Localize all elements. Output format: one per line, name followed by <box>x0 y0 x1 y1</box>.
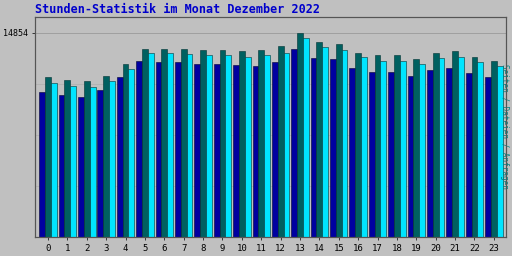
Bar <box>388 72 394 237</box>
Bar <box>477 62 483 237</box>
Bar <box>167 53 173 237</box>
Bar <box>330 59 336 237</box>
Bar <box>452 51 458 237</box>
Bar <box>349 68 355 237</box>
Bar <box>408 76 413 237</box>
Bar <box>497 66 503 237</box>
Bar <box>284 53 289 237</box>
Bar <box>220 50 225 237</box>
Bar <box>117 77 123 237</box>
Bar <box>123 64 129 237</box>
Bar <box>245 57 250 237</box>
Bar <box>336 44 342 237</box>
Bar <box>161 49 167 237</box>
Bar <box>303 38 309 237</box>
Bar <box>375 55 380 237</box>
Bar <box>311 58 316 237</box>
Bar <box>136 61 142 237</box>
Bar <box>433 53 439 237</box>
Bar <box>458 57 464 237</box>
Bar <box>316 42 322 237</box>
Y-axis label: Seiten / Dateien / Anfragen: Seiten / Dateien / Anfragen <box>500 64 509 189</box>
Bar <box>259 50 264 237</box>
Bar <box>272 62 278 237</box>
Bar <box>103 76 109 237</box>
Bar <box>90 87 96 237</box>
Bar <box>472 57 477 237</box>
Bar <box>65 80 70 237</box>
Bar <box>214 64 220 237</box>
Bar <box>466 73 472 237</box>
Bar <box>51 83 57 237</box>
Bar <box>446 68 452 237</box>
Bar <box>200 50 206 237</box>
Bar <box>400 61 406 237</box>
Bar <box>239 51 245 237</box>
Bar <box>84 81 90 237</box>
Bar <box>39 92 45 237</box>
Bar <box>186 54 193 237</box>
Bar <box>109 81 115 237</box>
Bar <box>78 97 84 237</box>
Bar <box>59 95 65 237</box>
Bar <box>206 55 212 237</box>
Bar <box>439 58 444 237</box>
Bar <box>491 61 497 237</box>
Bar <box>394 55 400 237</box>
Bar <box>148 53 154 237</box>
Bar <box>252 66 259 237</box>
Bar <box>70 86 76 237</box>
Bar <box>361 57 367 237</box>
Bar <box>195 64 200 237</box>
Bar <box>380 61 386 237</box>
Bar <box>413 59 419 237</box>
Bar <box>129 69 134 237</box>
Bar <box>97 90 103 237</box>
Bar <box>369 72 375 237</box>
Bar <box>342 50 348 237</box>
Bar <box>181 49 186 237</box>
Bar <box>264 55 270 237</box>
Bar <box>427 70 433 237</box>
Bar <box>45 77 51 237</box>
Bar <box>142 49 148 237</box>
Bar <box>278 46 284 237</box>
Bar <box>355 53 361 237</box>
Bar <box>297 33 303 237</box>
Bar <box>291 49 297 237</box>
Bar <box>225 55 231 237</box>
Bar <box>175 62 181 237</box>
Bar <box>233 65 239 237</box>
Bar <box>156 62 161 237</box>
Bar <box>485 77 491 237</box>
Bar <box>322 47 328 237</box>
Bar <box>419 64 425 237</box>
Text: Stunden-Statistik im Monat Dezember 2022: Stunden-Statistik im Monat Dezember 2022 <box>35 3 321 16</box>
